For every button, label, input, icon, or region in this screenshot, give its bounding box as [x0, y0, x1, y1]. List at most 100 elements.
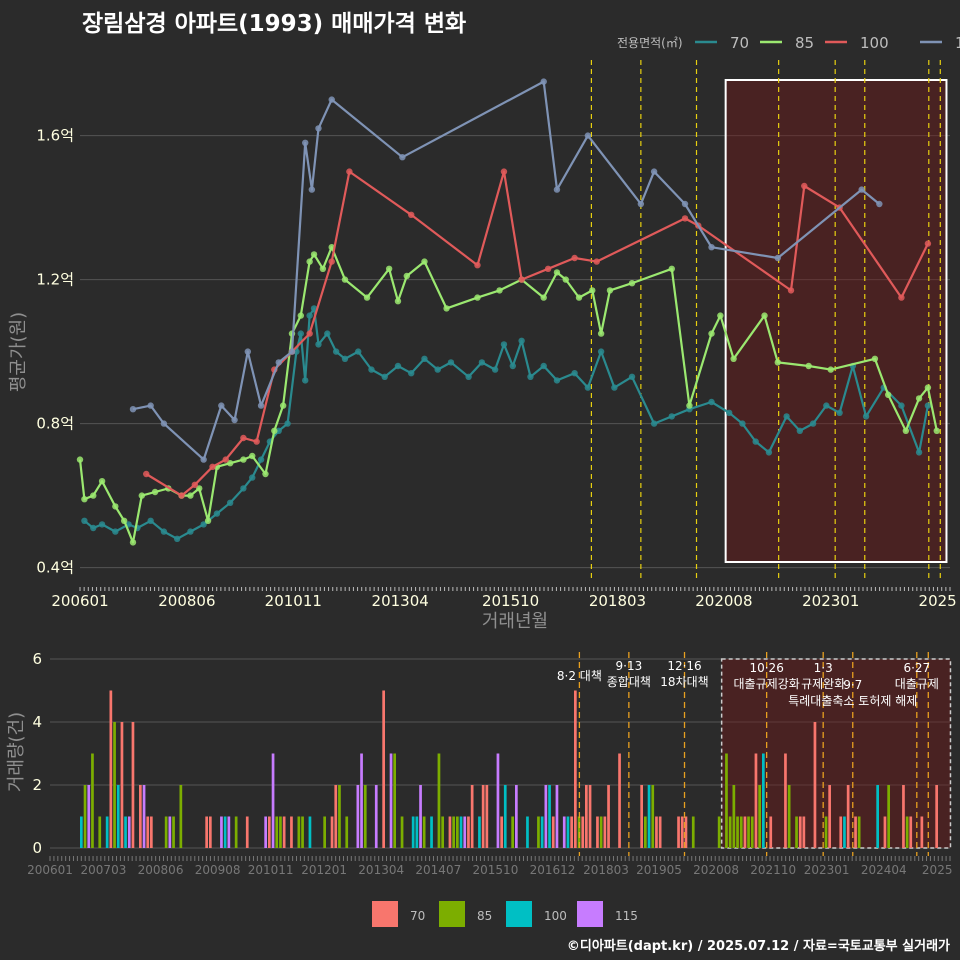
volume-bar — [271, 753, 275, 848]
series-point-115 — [257, 402, 265, 409]
volume-bar — [824, 816, 828, 848]
series-point-85 — [606, 287, 614, 294]
series-point-85 — [597, 330, 605, 337]
series-point-85 — [884, 391, 892, 398]
volume-bar — [618, 753, 621, 848]
series-point-85 — [933, 427, 940, 434]
volume-bar — [905, 816, 909, 848]
series-point-100 — [209, 463, 216, 470]
volume-bar — [87, 785, 91, 848]
series-point-70 — [924, 402, 932, 409]
policy-annotation-text: 10·26 — [749, 661, 783, 675]
volume-bar — [467, 816, 470, 848]
volume-bar — [459, 816, 463, 848]
series-point-70 — [249, 474, 256, 481]
volume-x-tick-label: 200908 — [195, 863, 241, 877]
volume-bar — [736, 816, 739, 848]
series-point-70 — [447, 359, 455, 366]
price-y-tick-label: 0.8억 — [36, 415, 74, 433]
volume-bar — [139, 785, 142, 848]
series-point-70 — [302, 377, 309, 384]
volume-bar — [644, 816, 647, 848]
volume-bar — [603, 816, 607, 848]
series-point-70 — [147, 517, 154, 524]
volume-x-tick-label: 200601 — [27, 863, 73, 877]
policy-annotation-text: 대출규제 — [895, 677, 939, 691]
series-point-85 — [553, 269, 561, 276]
series-point-85 — [363, 294, 371, 301]
volume-x-tick-label: 202008 — [693, 863, 739, 877]
series-point-70 — [796, 427, 804, 434]
volume-bar — [456, 816, 459, 848]
volume-bar — [142, 785, 146, 848]
price-highlight-region — [724, 79, 948, 563]
volume-bar — [297, 816, 301, 848]
series-point-70 — [650, 420, 658, 427]
policy-annotation-text: 규제완화 — [801, 677, 845, 691]
volume-bar — [411, 816, 415, 848]
series-point-70 — [518, 337, 525, 344]
volume-bar — [452, 816, 455, 848]
volume-bar — [787, 785, 791, 848]
volume-bar — [470, 785, 474, 848]
price-series — [76, 78, 940, 546]
volume-bar — [551, 816, 555, 848]
series-point-70 — [739, 420, 746, 427]
volume-bar — [876, 785, 879, 848]
series-point-70 — [160, 528, 168, 535]
volume-bar — [363, 785, 367, 848]
policy-annotation-text: 대출규제강화 — [734, 677, 800, 691]
chart-title: 장림삼경 아파트(1993) 매매가격 변화 — [82, 11, 467, 37]
series-point-85 — [443, 305, 450, 312]
series-point-85 — [924, 384, 932, 391]
volume-bar — [481, 785, 485, 848]
volume-legend-swatch-115 — [577, 901, 603, 927]
credit-line: ©디아파트(dapt.kr) / 2025.07.12 / 자료=국토교통부 실… — [566, 939, 950, 954]
volume-bar — [655, 816, 658, 848]
volume-bar — [478, 816, 481, 848]
volume-y-tick-label: 0 — [32, 839, 42, 857]
volume-gridlines: 0 2 4 6 — [32, 650, 950, 857]
series-point-70 — [725, 409, 733, 416]
volume-bar — [658, 816, 662, 848]
series-point-115 — [876, 200, 883, 208]
volume-bar — [282, 816, 286, 848]
series-point-70 — [213, 510, 221, 517]
volume-y-tick-label: 2 — [32, 776, 42, 794]
volume-bar — [750, 816, 754, 848]
volume-x-tick-label: 201510 — [473, 863, 519, 877]
volume-legend-swatch-85 — [439, 901, 465, 927]
policy-annotation-text: 특례대출축소 토허제 해제 — [788, 694, 917, 708]
volume-bar — [80, 816, 83, 848]
volume-bar — [109, 690, 113, 848]
volume-bar — [581, 816, 585, 848]
series-point-85 — [187, 492, 194, 499]
volume-x-tick-label: 200703 — [81, 863, 127, 877]
price-y-tick-label: 1.6억 — [36, 127, 74, 145]
price-x-tick-label: 201304 — [372, 592, 429, 610]
series-point-85 — [774, 359, 781, 366]
policy-annotation-text: 1·3 — [814, 661, 833, 675]
series-point-85 — [730, 355, 737, 362]
series-point-100 — [346, 168, 353, 175]
series-point-85 — [76, 456, 84, 463]
series-point-70 — [465, 373, 472, 380]
volume-bar — [839, 816, 843, 848]
volume-bar — [209, 816, 212, 848]
volume-x-tick-label: 201011 — [248, 863, 294, 877]
volume-bar — [599, 816, 603, 848]
series-point-115 — [540, 78, 547, 85]
price-legend: 전용면적(㎡) 70 85 100 115 — [617, 34, 960, 52]
volume-bar — [400, 816, 404, 848]
price-y-tick-label: 0.4억 — [36, 559, 74, 577]
price-gridlines: 0.4억 0.8억 1.2억 1.6억 — [36, 127, 950, 577]
series-point-70 — [898, 402, 905, 409]
series-point-100 — [474, 262, 481, 269]
series-point-100 — [178, 492, 185, 499]
series-point-85 — [262, 470, 269, 478]
price-x-tick-label: 202301 — [802, 592, 859, 610]
volume-bar — [562, 816, 566, 848]
series-point-85 — [761, 312, 768, 319]
series-point-100 — [328, 258, 335, 265]
price-x-tick-label: 201510 — [482, 592, 539, 610]
